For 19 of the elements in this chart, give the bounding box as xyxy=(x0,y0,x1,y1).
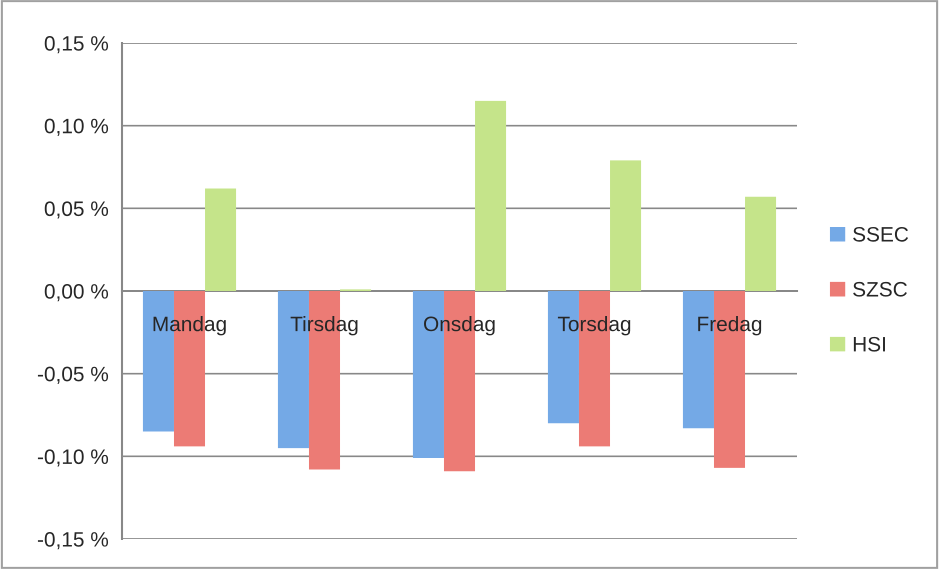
y-tick-label: 0,05 % xyxy=(44,201,108,219)
y-tick-label: -0,10 % xyxy=(38,449,108,467)
x-tick-label: Torsdag xyxy=(558,316,630,336)
y-tick-label: -0,05 % xyxy=(38,366,108,384)
x-tick-label: Mandag xyxy=(154,316,226,336)
legend-label: SSEC xyxy=(853,226,908,242)
y-tick-label: 0,15 % xyxy=(44,36,108,54)
y-tick-label: -0,15 % xyxy=(38,532,108,550)
legend-label: HSI xyxy=(854,336,885,352)
y-tick-label: 0,10 % xyxy=(44,118,108,136)
y-tick-label: 0,00 % xyxy=(44,284,108,302)
x-tick-label: Tirsdag xyxy=(290,316,358,336)
bar xyxy=(475,100,506,291)
bar xyxy=(745,196,776,291)
legend-label: SZSC xyxy=(853,282,907,297)
bar xyxy=(205,188,236,291)
bar xyxy=(610,160,642,291)
x-tick-label: Fredag xyxy=(698,316,762,336)
x-tick-label: Onsdag xyxy=(424,316,495,336)
